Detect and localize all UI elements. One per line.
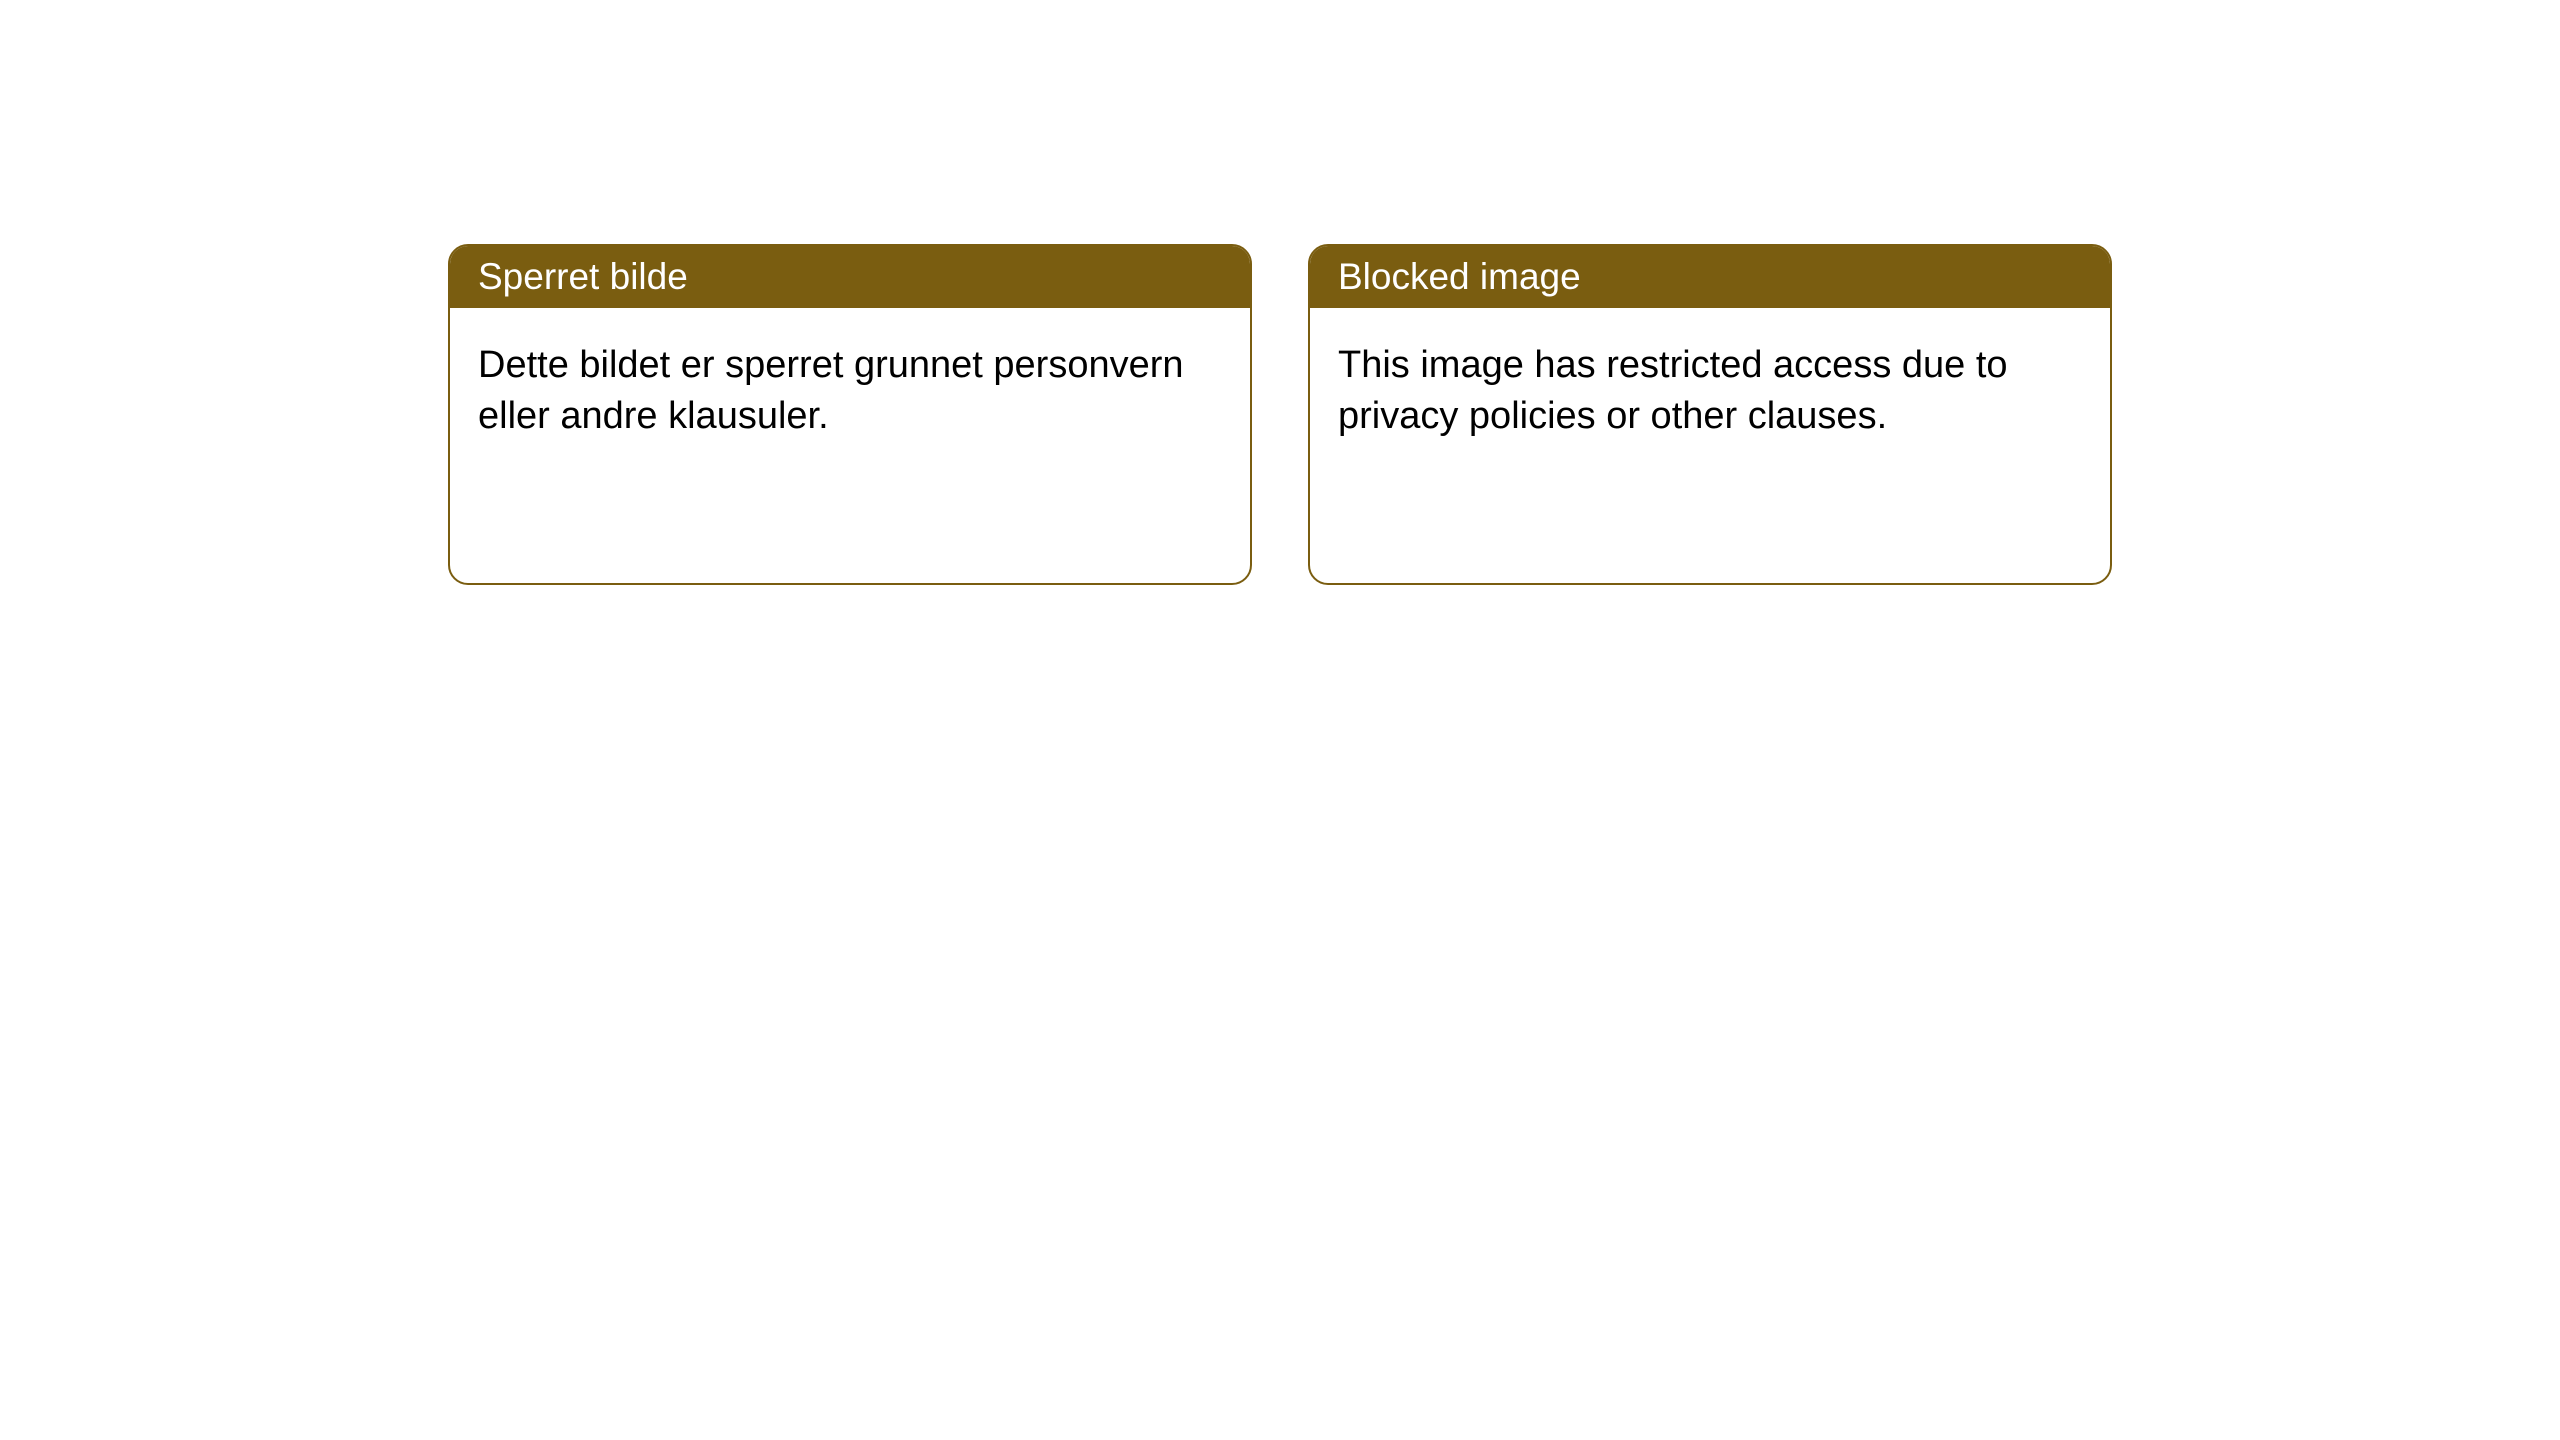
notice-body-text: This image has restricted access due to … <box>1338 344 2008 437</box>
notice-body: This image has restricted access due to … <box>1310 308 2110 583</box>
notice-header: Sperret bilde <box>450 246 1250 308</box>
notice-header: Blocked image <box>1310 246 2110 308</box>
notice-body-text: Dette bildet er sperret grunnet personve… <box>478 344 1184 437</box>
notice-title: Sperret bilde <box>478 256 688 297</box>
notice-body: Dette bildet er sperret grunnet personve… <box>450 308 1250 583</box>
notice-card-english: Blocked image This image has restricted … <box>1308 244 2112 585</box>
notice-card-norwegian: Sperret bilde Dette bildet er sperret gr… <box>448 244 1252 585</box>
notice-title: Blocked image <box>1338 256 1581 297</box>
notice-container: Sperret bilde Dette bildet er sperret gr… <box>448 244 2112 585</box>
